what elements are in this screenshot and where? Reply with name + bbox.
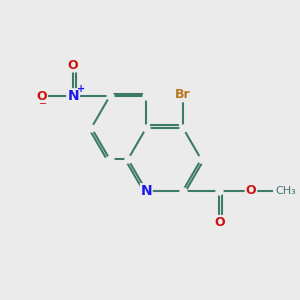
Text: +: + [77, 84, 85, 94]
Text: O: O [214, 216, 225, 229]
Text: O: O [68, 58, 78, 71]
Text: −: − [39, 99, 47, 109]
Text: Br: Br [175, 88, 191, 101]
Text: N: N [67, 89, 79, 103]
Text: CH₃: CH₃ [276, 186, 296, 196]
Text: O: O [36, 90, 47, 103]
Text: N: N [140, 184, 152, 198]
Text: O: O [246, 184, 256, 197]
